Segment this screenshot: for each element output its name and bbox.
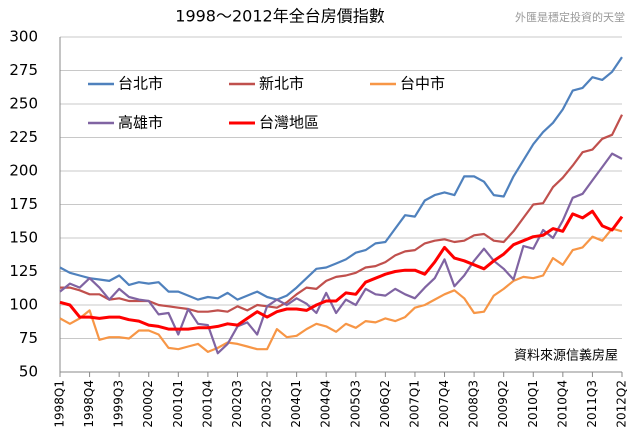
x-tick-label: 2005Q3 (348, 380, 362, 428)
legend-label: 台中市 (400, 75, 445, 93)
x-tick-label: 2010Q1 (526, 380, 540, 428)
x-tick-label: 2003Q2 (260, 380, 274, 428)
legend-label: 新北市 (259, 75, 304, 93)
x-tick-label: 2010Q4 (555, 380, 569, 428)
watermark: 外匯是穩定投資的天堂 (515, 10, 625, 24)
chart-title: 1998～2012年全台房價指數 (175, 7, 384, 26)
x-tick-label: 2004Q4 (319, 380, 333, 428)
y-tick-label: 225 (9, 128, 38, 146)
y-tick-label: 100 (9, 296, 38, 314)
legend-label: 台灣地區 (259, 114, 319, 132)
y-tick-label: 275 (9, 61, 38, 79)
series-line (60, 114, 623, 313)
x-tick-label: 1999Q3 (112, 380, 126, 428)
y-tick-label: 250 (9, 95, 38, 113)
y-tick-label: 50 (19, 363, 38, 381)
y-tick-label: 150 (9, 229, 38, 247)
series-line (59, 209, 624, 331)
legend-label: 台北市 (118, 75, 163, 93)
y-tick-label: 200 (9, 162, 38, 180)
y-tick-label: 175 (9, 195, 38, 213)
series-line (59, 56, 623, 301)
x-tick-label: 2012Q2 (615, 380, 629, 428)
x-tick-label: 2004Q1 (289, 380, 303, 428)
y-tick-label: 300 (9, 28, 38, 46)
x-tick-label: 2006Q2 (378, 380, 392, 428)
source-note: 資料來源信義房屋 (514, 348, 618, 364)
series-line (59, 227, 623, 353)
x-tick-label: 2002Q3 (230, 380, 244, 428)
x-tick-label: 2000Q2 (141, 380, 155, 428)
y-tick-label: 75 (19, 329, 38, 347)
x-tick-label: 2001Q4 (200, 380, 214, 428)
x-tick-label: 2011Q3 (585, 380, 599, 428)
x-tick-label: 2001Q1 (171, 380, 185, 428)
series-line (59, 152, 623, 355)
x-tick-label: 1998Q1 (53, 380, 67, 428)
x-tick-label: 2007Q1 (407, 380, 421, 428)
x-tick-label: 2008Q3 (467, 380, 481, 428)
legend-label: 高雄市 (118, 114, 163, 132)
x-tick-label: 2009Q2 (496, 380, 510, 428)
x-tick-label: 2007Q4 (437, 380, 451, 428)
y-tick-label: 125 (9, 262, 38, 280)
x-tick-label: 1998Q4 (82, 380, 96, 428)
